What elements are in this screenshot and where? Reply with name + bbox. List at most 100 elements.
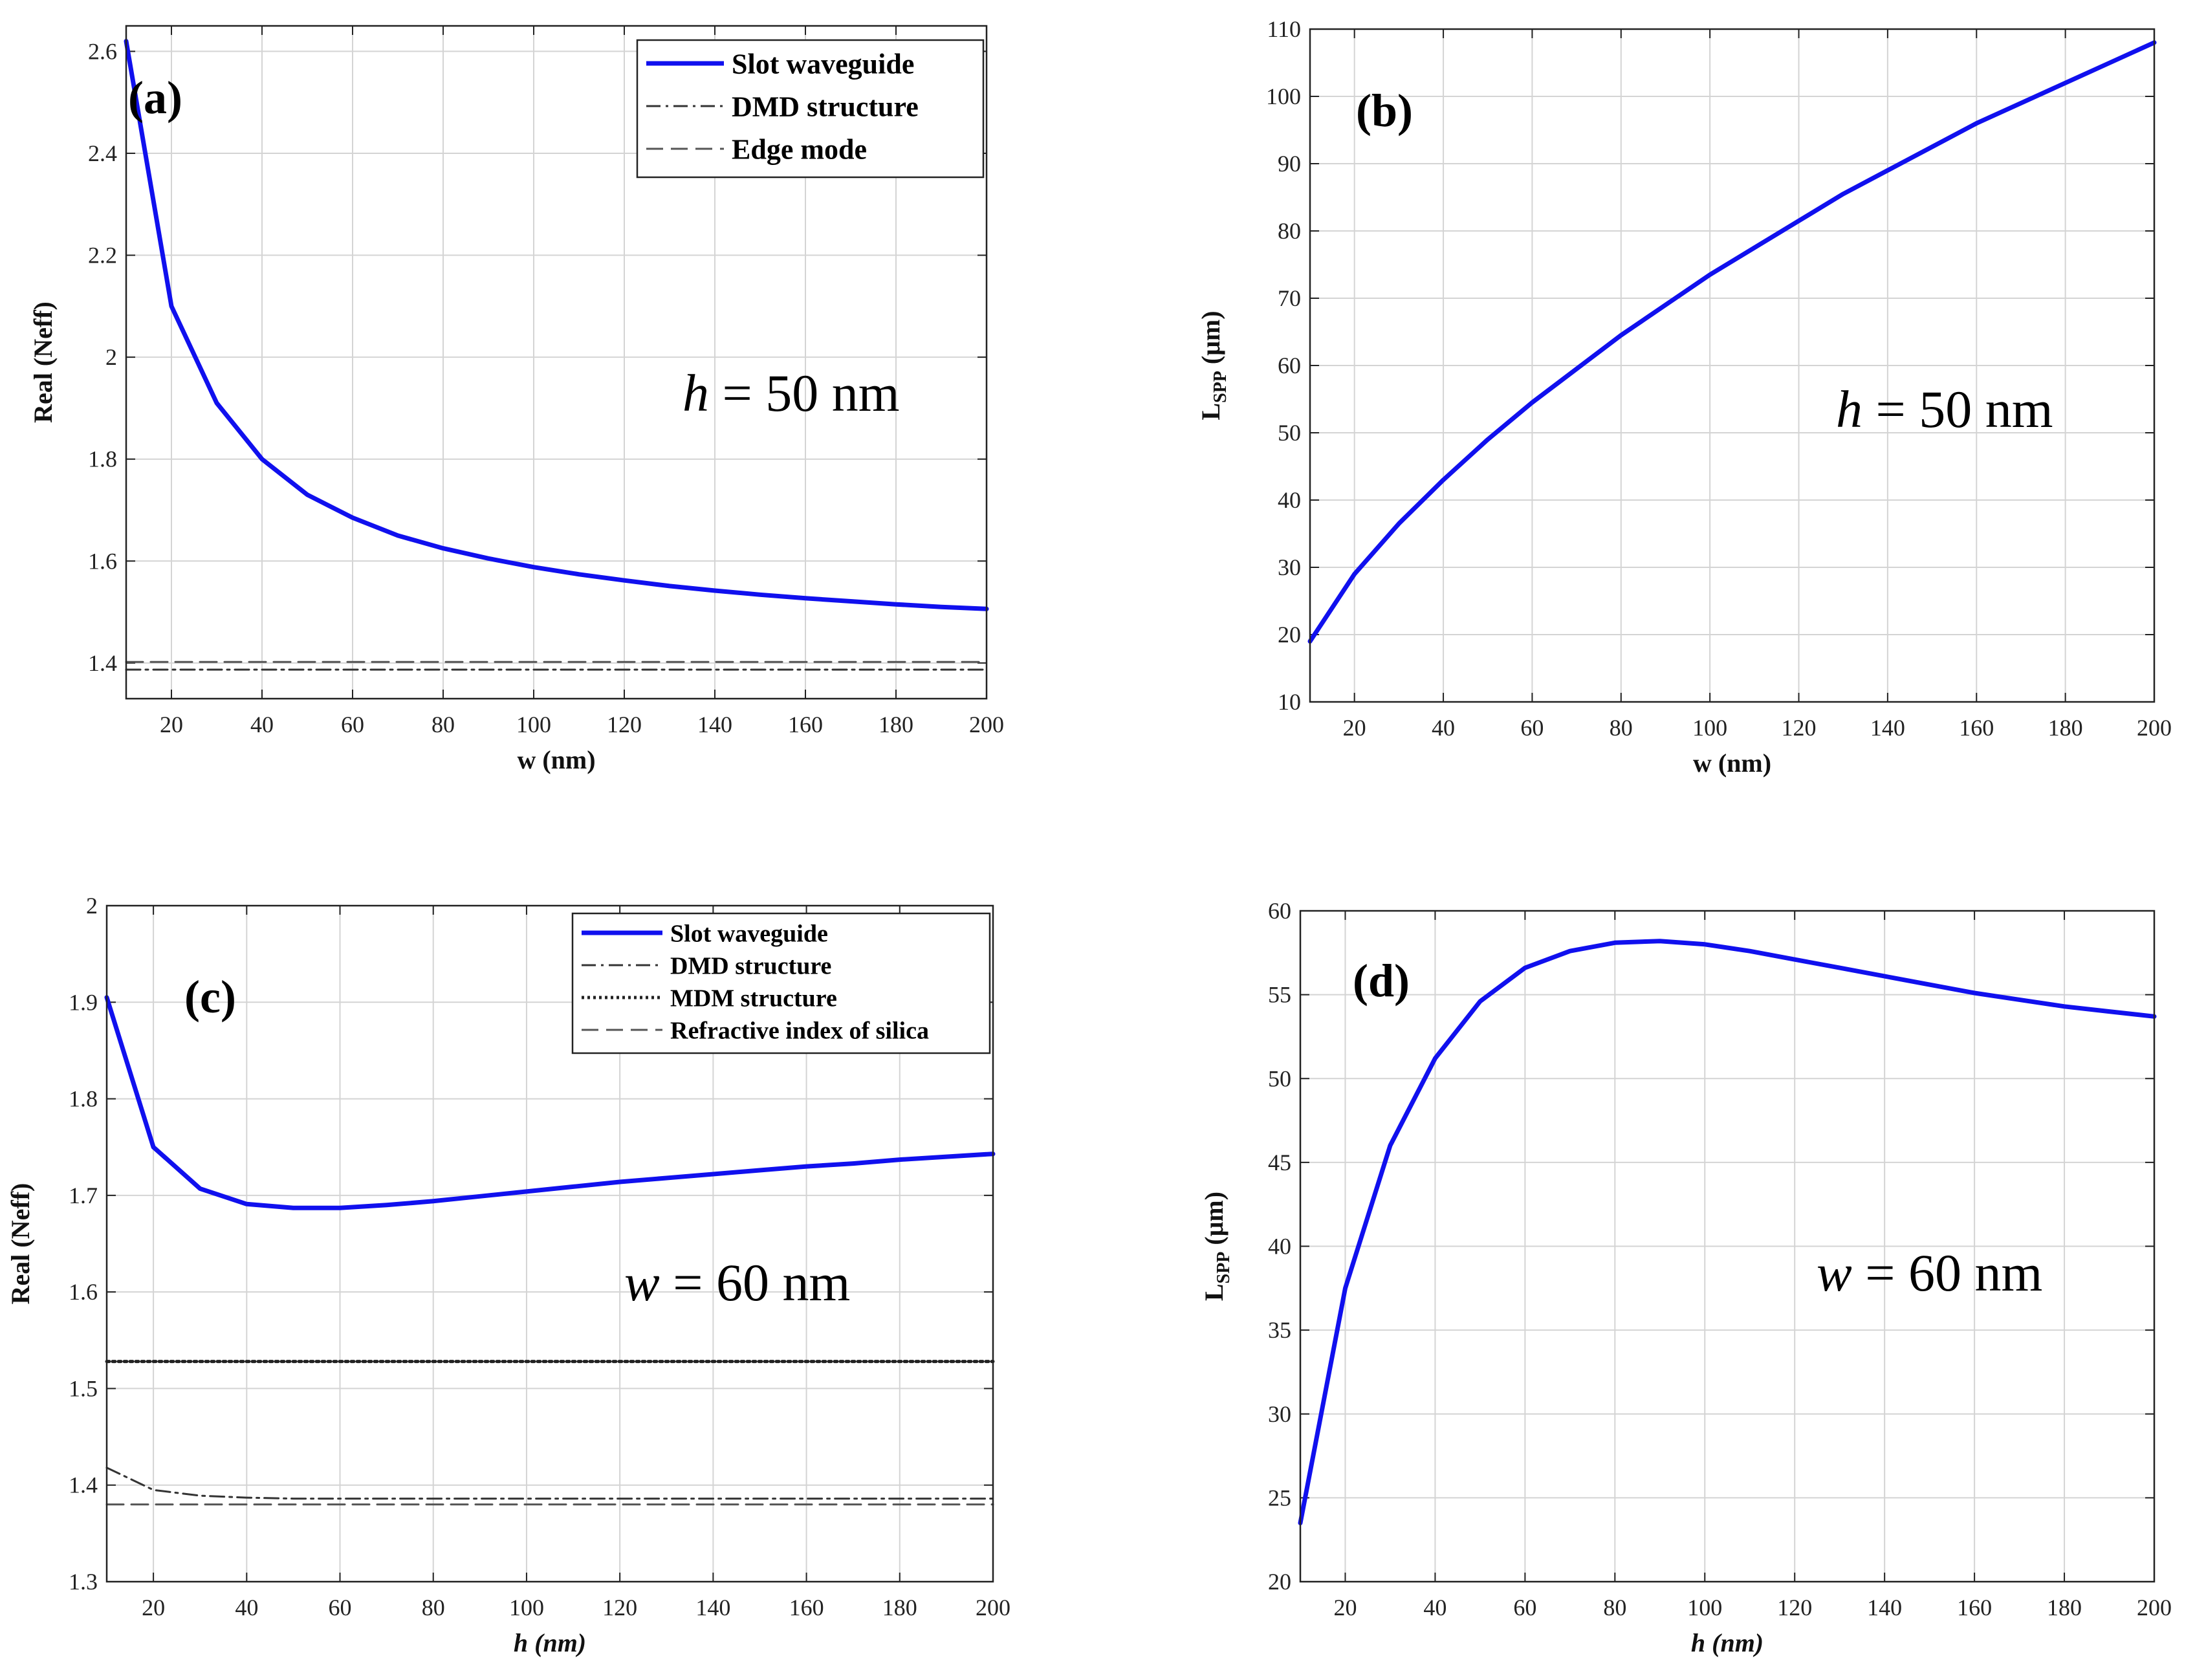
x-tick-label: 20: [1343, 715, 1366, 741]
y-tick-label: 60: [1278, 353, 1301, 378]
x-tick-label: 60: [341, 712, 364, 737]
x-tick-label: 160: [1957, 1595, 1992, 1620]
y-tick-label: 55: [1268, 982, 1291, 1008]
annotation-variable: w: [624, 1253, 660, 1312]
y-tick-label: 20: [1268, 1569, 1291, 1595]
x-tick-label: 80: [1603, 1595, 1626, 1620]
y-tick-label: 2.4: [88, 140, 117, 166]
y-tick-label: 1.6: [69, 1279, 98, 1305]
annotation-text: = 50 nm: [1862, 380, 2053, 439]
x-tick-label: 80: [1610, 715, 1633, 741]
x-tick-label: 40: [1423, 1595, 1447, 1620]
y-label-unit: (μm): [1199, 1192, 1229, 1252]
y-tick-label: 90: [1278, 151, 1301, 177]
legend-entry: Slot waveguide: [670, 920, 828, 947]
x-tick-label: 160: [1959, 715, 1994, 741]
annotation-variable: h: [683, 364, 709, 422]
annotation-text: = 50 nm: [709, 364, 900, 422]
legend-entry: MDM structure: [670, 985, 837, 1012]
annotation-text: = 60 nm: [660, 1253, 851, 1312]
y-tick-label: 25: [1268, 1485, 1291, 1511]
x-tick-label: 180: [2047, 1595, 2082, 1620]
panel-label: (a): [128, 72, 182, 124]
y-label-main: L: [1199, 1283, 1229, 1301]
x-tick-label: 140: [1870, 715, 1905, 741]
y-label-main: L: [1196, 403, 1225, 420]
axes-frame: [105, 904, 994, 1583]
x-tick-label: 200: [969, 712, 1004, 737]
legend: Slot waveguide DMD structure Edge mode: [636, 39, 985, 179]
x-tick-label: 140: [1867, 1595, 1902, 1620]
y-label-sub: SPP: [1214, 1252, 1234, 1284]
x-tick-label: 140: [695, 1595, 730, 1620]
y-tick-label: 1.7: [69, 1183, 98, 1208]
axes-frame: [1309, 28, 2156, 703]
series-line-slot-waveguide: [124, 39, 989, 611]
legend: Slot waveguide DMD structure MDM structure…: [571, 912, 991, 1054]
x-tick-label: 100: [1692, 715, 1727, 741]
x-tick-label: 180: [2048, 715, 2083, 741]
annotation: h = 50 nm: [1836, 380, 2053, 439]
y-tick-label: 1.8: [88, 446, 117, 472]
x-tick-label: 160: [789, 1595, 824, 1620]
axes-frame: [125, 25, 988, 700]
x-tick-label: 80: [431, 712, 455, 737]
annotation: w = 60 nm: [1817, 1243, 2042, 1302]
y-label-sub: SPP: [1210, 371, 1230, 403]
y-tick-label: 1.6: [88, 548, 117, 574]
x-tick-label: 200: [976, 1595, 1010, 1620]
y-tick-label: 110: [1267, 16, 1301, 42]
legend-entry: DMD structure: [732, 91, 919, 122]
x-tick-label: 40: [235, 1595, 258, 1620]
x-tick-label: 20: [160, 712, 183, 737]
y-tick-label: 60: [1268, 898, 1291, 924]
legend-entry: Slot waveguide: [732, 48, 914, 80]
y-tick-label: 1.3: [69, 1569, 98, 1595]
x-tick-label: 200: [2137, 1595, 2172, 1620]
chart-a: 20 40 60 80 100 120 140 160 180 200 1.4 1.6 1.8 2 2.2 2…: [28, 25, 1004, 774]
y-tick-label: 1.4: [69, 1472, 98, 1498]
y-axis-label: Real (Neff): [6, 1183, 35, 1305]
y-axis-label: LSPP (μm): [1196, 311, 1230, 420]
y-axis-label: Real (Neff): [28, 301, 58, 423]
series-line-dmd-structure: [105, 1467, 994, 1500]
y-tick-label: 1.9: [69, 989, 98, 1015]
chart-d: 20 40 60 80 100 120 140 160 180 200 20 25 30 35 40 45 50…: [1199, 898, 2172, 1657]
panel-label: (d): [1353, 955, 1410, 1007]
series-line-slot-waveguide: [104, 995, 996, 1210]
x-tick-label: 160: [788, 712, 823, 737]
legend-entry: Edge mode: [732, 133, 867, 165]
x-tick-label: 100: [516, 712, 551, 737]
x-tick-label: 100: [1687, 1595, 1722, 1620]
x-tick-label: 180: [882, 1595, 917, 1620]
y-tick-label: 30: [1278, 554, 1301, 580]
y-tick-label: 2.6: [88, 38, 117, 64]
x-tick-label: 200: [2137, 715, 2172, 741]
y-tick-label: 1.4: [88, 650, 117, 676]
series-line-lspp: [1298, 939, 2157, 1525]
annotation-variable: w: [1817, 1243, 1852, 1302]
y-tick-label: 50: [1268, 1065, 1291, 1091]
y-tick-label: 10: [1278, 689, 1301, 715]
y-label-unit: (μm): [1196, 311, 1225, 371]
annotation-variable: h: [1836, 380, 1862, 439]
chart-c: 20 40 60 80 100 120 140 160 180 200 1.3 1.4 1.5 1.6 1.…: [6, 893, 1010, 1657]
y-tick-label: 30: [1268, 1401, 1291, 1427]
y-tick-label: 35: [1268, 1317, 1291, 1343]
y-tick-label: 100: [1266, 83, 1301, 109]
y-tick-label: 2: [86, 893, 98, 919]
x-tick-label: 20: [1333, 1595, 1357, 1620]
x-tick-label: 120: [602, 1595, 637, 1620]
legend-entry: DMD structure: [670, 952, 831, 979]
x-tick-label: 180: [879, 712, 913, 737]
chart-b: 20 40 60 80 100 120 140 160 180 200 10 20 30 40 50 60 70…: [1196, 16, 2172, 778]
axes-frame: [1299, 910, 2156, 1583]
x-axis-label: h (nm): [1691, 1628, 1764, 1657]
series-line-lspp: [1307, 40, 2157, 644]
legend-entry: Refractive index of silica: [670, 1017, 929, 1044]
y-tick-label: 40: [1268, 1234, 1291, 1260]
x-tick-label: 20: [142, 1595, 165, 1620]
y-tick-label: 80: [1278, 218, 1301, 244]
x-tick-label: 120: [607, 712, 642, 737]
